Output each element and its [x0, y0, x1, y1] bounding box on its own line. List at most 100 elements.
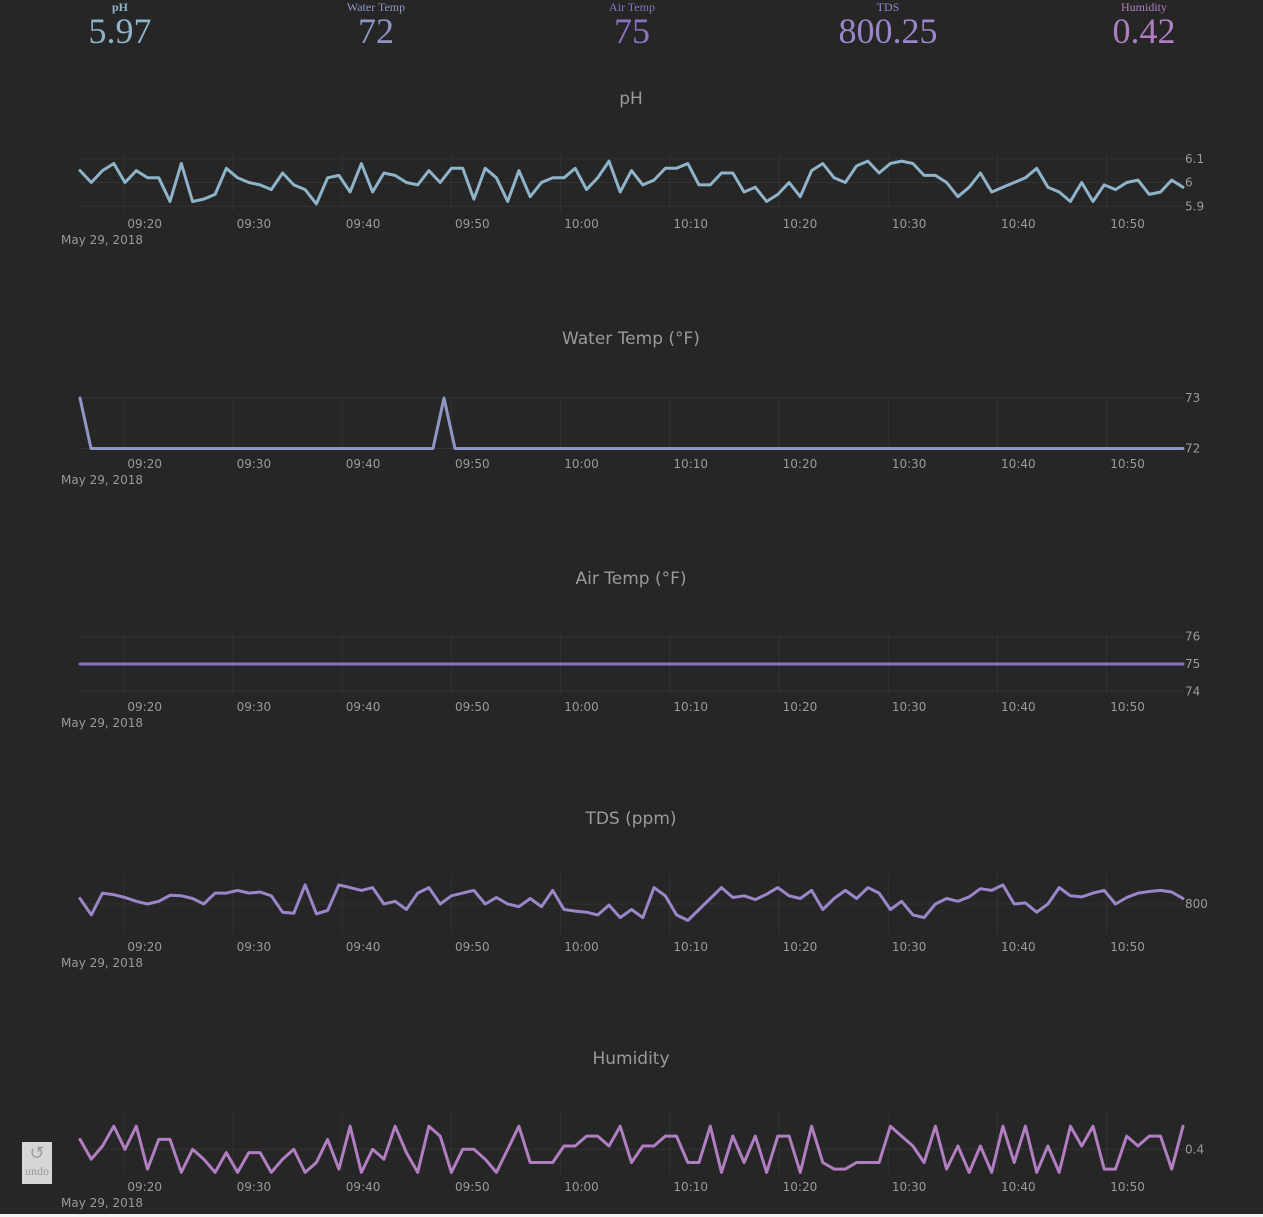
- undo-button[interactable]: ↺ undo: [22, 1142, 52, 1184]
- x-tick-label: 10:10: [673, 700, 708, 714]
- x-tick-label: 10:00: [564, 217, 599, 231]
- x-tick-label: 09:20: [127, 457, 162, 471]
- stat-label: Air Temp: [609, 0, 655, 14]
- date-label: May 29, 2018: [61, 233, 143, 247]
- x-tick-label: 10:50: [1110, 940, 1145, 954]
- x-tick-label: 09:20: [127, 940, 162, 954]
- x-tick-label: 10:10: [673, 940, 708, 954]
- x-tick-label: 09:40: [346, 700, 381, 714]
- x-tick-label: 09:50: [455, 700, 490, 714]
- y-tick-label: 800: [1185, 897, 1208, 911]
- x-tick-label: 09:40: [346, 457, 381, 471]
- x-tick-label: 10:20: [783, 700, 818, 714]
- x-tick-label: 10:30: [892, 457, 927, 471]
- x-tick-label: 10:20: [783, 940, 818, 954]
- date-label: May 29, 2018: [61, 473, 143, 487]
- stat-value: 800.25: [838, 11, 938, 51]
- x-tick-label: 10:00: [564, 700, 599, 714]
- bottom-divider: [0, 1214, 1263, 1217]
- series-line: [78, 159, 1185, 206]
- stat-value: 0.42: [1112, 11, 1176, 51]
- x-tick-label: 09:30: [237, 1180, 272, 1194]
- x-tick-label: 09:20: [127, 1180, 162, 1194]
- x-tick-label: 09:50: [455, 940, 490, 954]
- y-tick-label: 74: [1185, 684, 1200, 698]
- chart-title: Humidity: [592, 1049, 669, 1069]
- chart-title: TDS (ppm): [584, 809, 676, 829]
- y-tick-label: 76: [1185, 630, 1200, 644]
- stat-value: 75: [614, 11, 650, 51]
- x-tick-label: 10:30: [892, 700, 927, 714]
- y-tick-label: 72: [1185, 441, 1200, 455]
- chart-4: Humidity 09:20 09:30 09:40 09:50 10:00 10:10 10…: [61, 1049, 1204, 1210]
- series-line: [78, 396, 1185, 450]
- chart-title: Air Temp (°F): [576, 569, 687, 589]
- stat-air-temp: Air Temp 75: [552, 0, 712, 50]
- x-tick-label: 10:50: [1110, 700, 1145, 714]
- x-tick-label: 10:20: [783, 217, 818, 231]
- x-tick-label: 10:10: [673, 217, 708, 231]
- stat-humidity: Humidity 0.42: [1064, 0, 1224, 50]
- x-tick-label: 09:50: [455, 1180, 490, 1194]
- stat-label: Water Temp: [346, 0, 406, 14]
- x-tick-label: 10:50: [1110, 217, 1145, 231]
- y-tick-label: 5.9: [1185, 199, 1204, 213]
- chart-title: Water Temp (°F): [562, 329, 700, 349]
- date-label: May 29, 2018: [61, 956, 143, 970]
- y-tick-label: 0.4: [1185, 1142, 1204, 1156]
- x-tick-label: 10:40: [1001, 700, 1036, 714]
- x-tick-label: 09:20: [127, 217, 162, 231]
- x-tick-label: 09:30: [237, 700, 272, 714]
- x-tick-label: 10:40: [1001, 217, 1036, 231]
- x-tick-label: 09:30: [237, 940, 272, 954]
- chart-title: pH: [619, 89, 643, 109]
- x-tick-label: 10:40: [1001, 457, 1036, 471]
- chart-1: Water Temp (°F) 09:20 09:30 09:40 09:50 10:00…: [61, 329, 1200, 487]
- undo-icon: ↺: [29, 1143, 45, 1163]
- x-tick-label: 10:20: [783, 1180, 818, 1194]
- x-tick-label: 10:00: [564, 1180, 599, 1194]
- x-tick-label: 10:20: [783, 457, 818, 471]
- stat-tds: TDS 800.25: [808, 0, 968, 50]
- date-label: May 29, 2018: [61, 716, 143, 730]
- x-tick-label: 10:10: [673, 1180, 708, 1194]
- stat-label: TDS: [876, 0, 900, 14]
- y-tick-label: 6.1: [1185, 152, 1204, 166]
- x-tick-label: 10:10: [673, 457, 708, 471]
- chart-3: TDS (ppm) 09:20 09:30 09:40 09:50 10:00 10:10 1…: [61, 809, 1208, 970]
- stat-value: 72: [358, 11, 394, 51]
- y-tick-label: 6: [1185, 176, 1193, 190]
- x-tick-label: 10:40: [1001, 1180, 1036, 1194]
- x-tick-label: 10:00: [564, 940, 599, 954]
- x-tick-label: 09:40: [346, 1180, 381, 1194]
- x-tick-label: 10:30: [892, 940, 927, 954]
- x-tick-label: 10:30: [892, 1180, 927, 1194]
- stat-water-temp: Water Temp 72: [296, 0, 456, 50]
- chart-0: pH 09:20 09:30 09:40 09:50 10:00 10:10 10:20 10:…: [61, 89, 1204, 247]
- undo-label: undo: [25, 1164, 49, 1178]
- x-tick-label: 09:40: [346, 940, 381, 954]
- chart-2: Air Temp (°F) 09:20 09:30 09:40 09:50 10:00 10…: [61, 569, 1200, 730]
- x-tick-label: 09:40: [346, 217, 381, 231]
- x-tick-label: 10:50: [1110, 1180, 1145, 1194]
- x-tick-label: 10:30: [892, 217, 927, 231]
- date-label: May 29, 2018: [61, 1196, 143, 1210]
- x-tick-label: 10:00: [564, 457, 599, 471]
- x-tick-label: 09:30: [237, 457, 272, 471]
- series-line: [78, 883, 1185, 922]
- x-tick-label: 09:30: [237, 217, 272, 231]
- stat-value: 5.97: [88, 11, 152, 51]
- y-tick-label: 73: [1185, 391, 1200, 405]
- current-readings: pH 5.97 Water Temp 72 Air Temp 75 TDS 80…: [0, 0, 1263, 60]
- x-tick-label: 09:20: [127, 700, 162, 714]
- stat-ph: pH 5.97: [40, 0, 200, 50]
- x-tick-label: 09:50: [455, 457, 490, 471]
- series-line: [78, 1124, 1185, 1174]
- x-tick-label: 09:50: [455, 217, 490, 231]
- stat-label: Humidity: [1120, 0, 1167, 14]
- y-tick-label: 75: [1185, 657, 1200, 671]
- x-tick-label: 10:40: [1001, 940, 1036, 954]
- x-tick-label: 10:50: [1110, 457, 1145, 471]
- stat-label: pH: [111, 0, 128, 14]
